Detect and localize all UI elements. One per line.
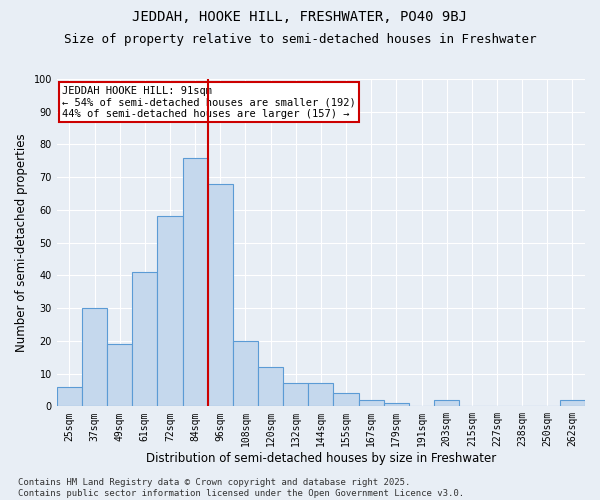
- Bar: [82, 308, 107, 406]
- Bar: [384, 403, 409, 406]
- Bar: [107, 344, 132, 406]
- Bar: [434, 400, 459, 406]
- Bar: [283, 384, 308, 406]
- Bar: [359, 400, 384, 406]
- Text: JEDDAH, HOOKE HILL, FRESHWATER, PO40 9BJ: JEDDAH, HOOKE HILL, FRESHWATER, PO40 9BJ: [133, 10, 467, 24]
- Bar: [308, 384, 334, 406]
- Text: Size of property relative to semi-detached houses in Freshwater: Size of property relative to semi-detach…: [64, 32, 536, 46]
- Text: JEDDAH HOOKE HILL: 91sqm
← 54% of semi-detached houses are smaller (192)
44% of : JEDDAH HOOKE HILL: 91sqm ← 54% of semi-d…: [62, 86, 356, 118]
- X-axis label: Distribution of semi-detached houses by size in Freshwater: Distribution of semi-detached houses by …: [146, 452, 496, 465]
- Bar: [233, 341, 258, 406]
- Bar: [208, 184, 233, 406]
- Bar: [258, 367, 283, 406]
- Bar: [334, 393, 359, 406]
- Text: Contains HM Land Registry data © Crown copyright and database right 2025.
Contai: Contains HM Land Registry data © Crown c…: [18, 478, 464, 498]
- Bar: [57, 386, 82, 406]
- Bar: [182, 158, 208, 406]
- Bar: [560, 400, 585, 406]
- Y-axis label: Number of semi-detached properties: Number of semi-detached properties: [15, 134, 28, 352]
- Bar: [157, 216, 182, 406]
- Bar: [132, 272, 157, 406]
